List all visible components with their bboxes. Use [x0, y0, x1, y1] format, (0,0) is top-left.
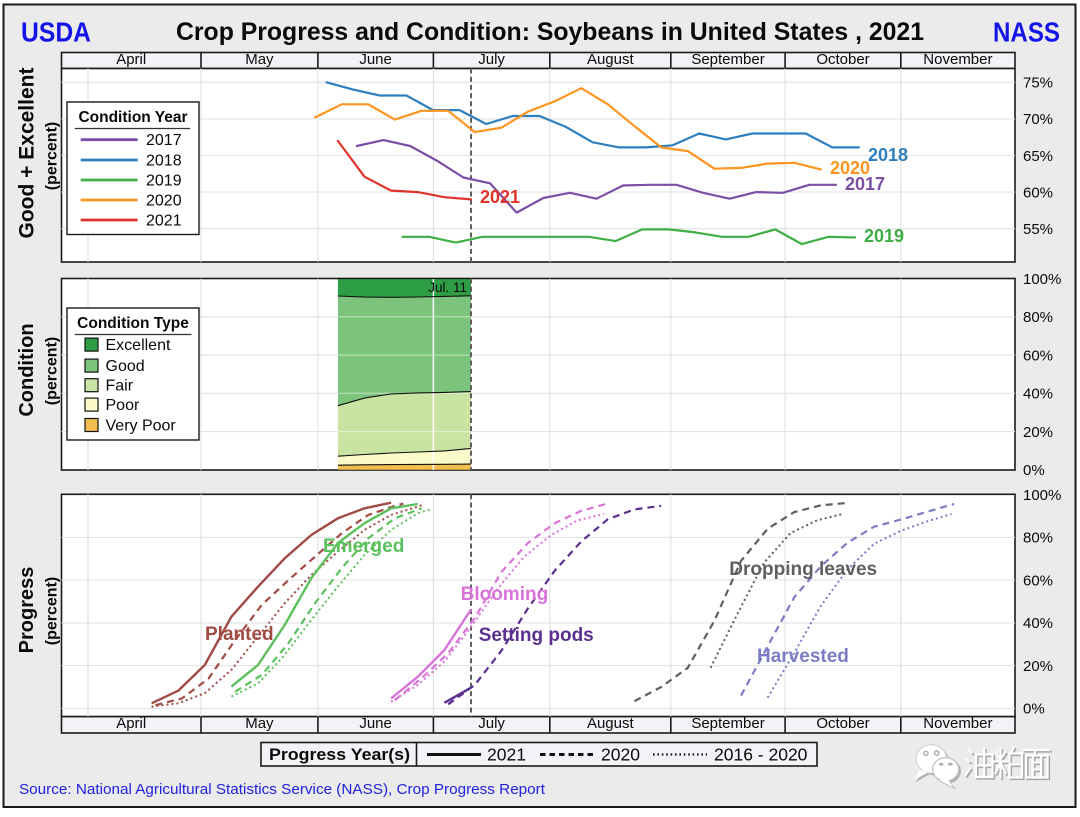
svg-text:2020: 2020 [146, 193, 182, 210]
svg-text:40%: 40% [1023, 386, 1053, 403]
svg-text:20%: 20% [1023, 424, 1053, 441]
svg-text:Condition Year: Condition Year [78, 109, 187, 126]
svg-text:Condition Type: Condition Type [77, 315, 189, 332]
svg-text:2021: 2021 [146, 213, 182, 230]
svg-text:June: June [359, 51, 392, 68]
svg-text:60%: 60% [1023, 184, 1053, 201]
svg-text:Good + Excellent: Good + Excellent [16, 68, 39, 239]
svg-text:Source: National Agricultural: Source: National Agricultural Statistics… [19, 781, 546, 798]
svg-text:July: July [478, 715, 505, 732]
svg-text:September: September [691, 51, 764, 68]
svg-text:April: April [116, 715, 146, 732]
svg-text:2020: 2020 [601, 745, 640, 765]
svg-text:2020: 2020 [830, 158, 870, 178]
svg-text:80%: 80% [1023, 530, 1053, 547]
svg-text:October: October [816, 715, 869, 732]
svg-text:September: September [691, 715, 764, 732]
svg-text:November: November [923, 51, 992, 68]
svg-text:May: May [245, 715, 274, 732]
svg-text:0%: 0% [1023, 701, 1045, 718]
svg-text:2021: 2021 [480, 187, 520, 207]
svg-text:April: April [116, 51, 146, 68]
svg-text:(percent): (percent) [44, 577, 61, 645]
svg-text:60%: 60% [1023, 572, 1053, 589]
svg-text:NASS: NASS [993, 17, 1060, 48]
svg-text:Poor: Poor [106, 397, 140, 414]
svg-text:July: July [478, 51, 505, 68]
svg-text:Progress: Progress [16, 567, 38, 654]
svg-text:Dropping leaves: Dropping leaves [729, 559, 877, 580]
svg-text:2017: 2017 [845, 174, 885, 194]
svg-text:0%: 0% [1023, 462, 1045, 479]
svg-text:Harvested: Harvested [757, 646, 849, 667]
svg-text:Condition: Condition [16, 323, 38, 416]
svg-text:Progress Year(s): Progress Year(s) [269, 745, 410, 764]
svg-text:2019: 2019 [146, 173, 182, 190]
svg-text:Very Poor: Very Poor [106, 418, 177, 435]
svg-text:100%: 100% [1023, 487, 1061, 504]
svg-text:Fair: Fair [106, 378, 134, 395]
svg-text:2018: 2018 [146, 153, 182, 170]
svg-text:2016 - 2020: 2016 - 2020 [714, 745, 808, 765]
svg-text:October: October [816, 51, 869, 68]
svg-text:55%: 55% [1023, 221, 1053, 238]
svg-text:Blooming: Blooming [461, 584, 549, 605]
svg-text:60%: 60% [1023, 347, 1053, 364]
svg-text:(percent): (percent) [44, 122, 61, 190]
svg-text:USDA: USDA [21, 17, 91, 48]
svg-text:20%: 20% [1023, 658, 1053, 675]
svg-text:Crop Progress and Condition: S: Crop Progress and Condition: Soybeans in… [176, 18, 924, 46]
svg-text:Good: Good [106, 358, 145, 375]
svg-text:70%: 70% [1023, 111, 1053, 128]
svg-text:November: November [923, 715, 992, 732]
svg-text:80%: 80% [1023, 309, 1053, 326]
svg-text:June: June [359, 715, 392, 732]
svg-text:Jul. 11: Jul. 11 [428, 280, 467, 295]
svg-text:100%: 100% [1023, 271, 1061, 288]
svg-text:Setting pods: Setting pods [479, 625, 594, 646]
svg-text:65%: 65% [1023, 148, 1053, 165]
svg-text:2021: 2021 [487, 745, 526, 765]
svg-text:2018: 2018 [868, 145, 908, 165]
svg-text:75%: 75% [1023, 75, 1053, 92]
svg-text:Planted: Planted [205, 624, 274, 645]
svg-text:Emerged: Emerged [323, 536, 404, 557]
svg-text:40%: 40% [1023, 615, 1053, 632]
svg-text:(percent): (percent) [44, 337, 61, 405]
svg-text:2017: 2017 [146, 132, 182, 149]
svg-text:August: August [587, 715, 635, 732]
svg-text:August: August [587, 51, 635, 68]
svg-text:May: May [245, 51, 274, 68]
svg-text:Excellent: Excellent [106, 337, 171, 354]
svg-text:2019: 2019 [864, 226, 904, 246]
